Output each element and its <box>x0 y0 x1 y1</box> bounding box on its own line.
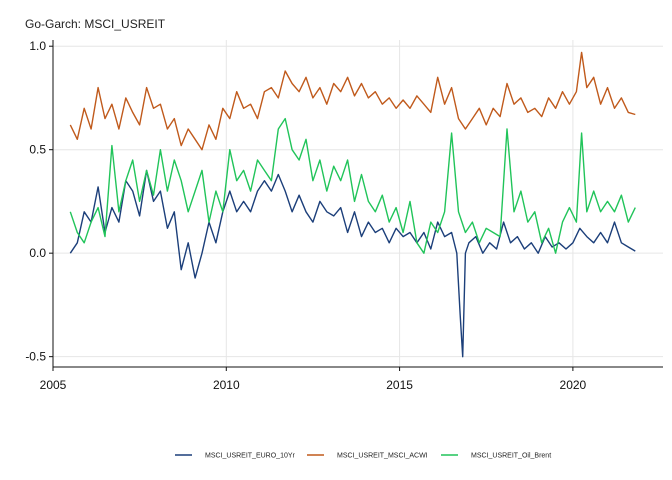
legend-label: MSCI_USREIT_MSCI_ACWI <box>337 453 428 460</box>
legend-item: MSCI_USREIT_EURO_10Yr <box>175 453 296 460</box>
legend-label: MSCI_USREIT_EURO_10Yr <box>205 453 296 460</box>
legend-label: MSCI_USREIT_Oil_Brent <box>471 453 551 460</box>
y-tick-label: 0.5 <box>29 143 46 157</box>
chart-title: Go-Garch: MSCI_USREIT <box>25 17 166 31</box>
legend-item: MSCI_USREIT_Oil_Brent <box>441 453 551 460</box>
x-tick-label: 2015 <box>386 378 413 392</box>
legend-item: MSCI_USREIT_MSCI_ACWI <box>307 453 428 460</box>
x-axis-ticks: 2005 2010 2015 2020 <box>40 367 587 392</box>
series-lines <box>69 51 636 358</box>
series-line-1 <box>69 169 636 358</box>
x-tick-label: 2005 <box>40 378 67 392</box>
x-tick-label: 2010 <box>213 378 240 392</box>
axes <box>52 40 663 368</box>
y-tick-label: 0.0 <box>29 246 46 260</box>
series-line-3 <box>69 117 636 254</box>
grid <box>52 40 663 367</box>
y-tick-label: -0.5 <box>25 350 46 364</box>
y-axis-ticks: -0.5 0.0 0.5 1.0 <box>25 39 53 364</box>
legend: MSCI_USREIT_EURO_10Yr MSCI_USREIT_MSCI_AC… <box>175 453 551 460</box>
x-tick-label: 2020 <box>560 378 587 392</box>
series-line-2 <box>69 51 636 151</box>
y-tick-label: 1.0 <box>29 39 46 53</box>
